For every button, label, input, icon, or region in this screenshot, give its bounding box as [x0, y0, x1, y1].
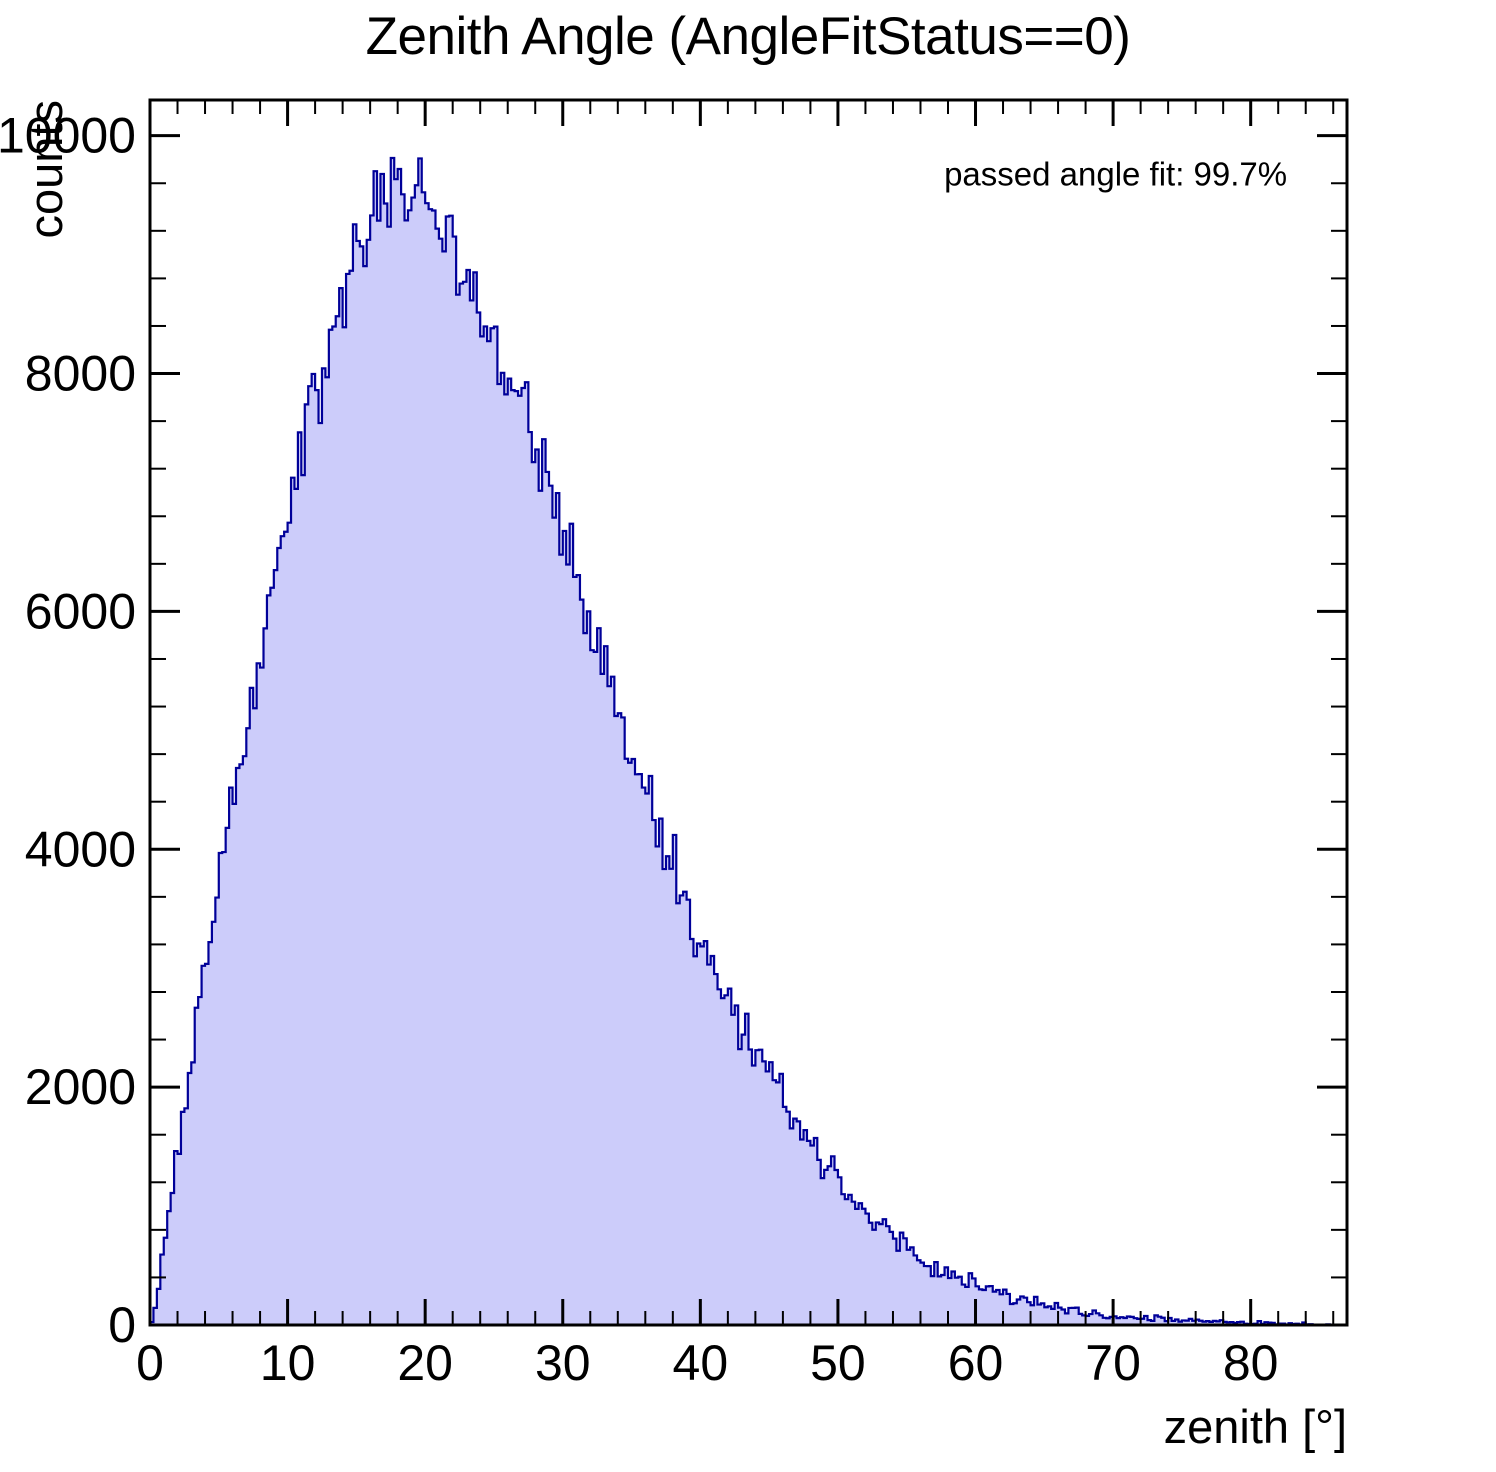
- x-axis-ticks: [148, 100, 1335, 1325]
- y-tick-label: 4000: [25, 821, 136, 877]
- passed-angle-fit-annotation: passed angle fit: 99.7%: [944, 156, 1287, 193]
- y-tick-label: 2000: [25, 1059, 136, 1115]
- y-axis-tick-labels: 0 2000 4000 6000 8000 10000: [0, 108, 136, 1353]
- histogram-fill-area: [150, 157, 1334, 1326]
- x-axis-title: zenith [°]: [1164, 1400, 1347, 1453]
- x-tick-label: 70: [1085, 1335, 1141, 1391]
- x-tick-label: 60: [948, 1335, 1004, 1391]
- y-axis-title: counts: [19, 100, 72, 238]
- y-axis-ticks: [150, 134, 1347, 1327]
- x-axis-tick-labels: 0 10 20 30 40 50 60 70 80: [136, 1335, 1278, 1391]
- histogram-outline: [148, 156, 1334, 1327]
- histogram-fill-group: [148, 156, 1334, 1327]
- x-tick-label: 20: [397, 1335, 453, 1391]
- page-title: Zenith Angle (AngleFitStatus==0): [365, 7, 1131, 66]
- plot-frame: [148, 98, 1349, 1327]
- y-tick-label: 8000: [25, 346, 136, 402]
- x-tick-label: 50: [810, 1335, 866, 1391]
- x-tick-label: 40: [673, 1335, 729, 1391]
- x-tick-label: 0: [136, 1335, 164, 1391]
- x-tick-label: 80: [1223, 1335, 1279, 1391]
- y-tick-label: 6000: [25, 583, 136, 639]
- y-tick-label: 10000: [0, 108, 136, 164]
- plot-frame-rect: [148, 98, 1349, 1327]
- x-tick-label: 30: [535, 1335, 591, 1391]
- x-tick-label: 10: [260, 1335, 316, 1391]
- y-tick-label: 0: [108, 1297, 136, 1353]
